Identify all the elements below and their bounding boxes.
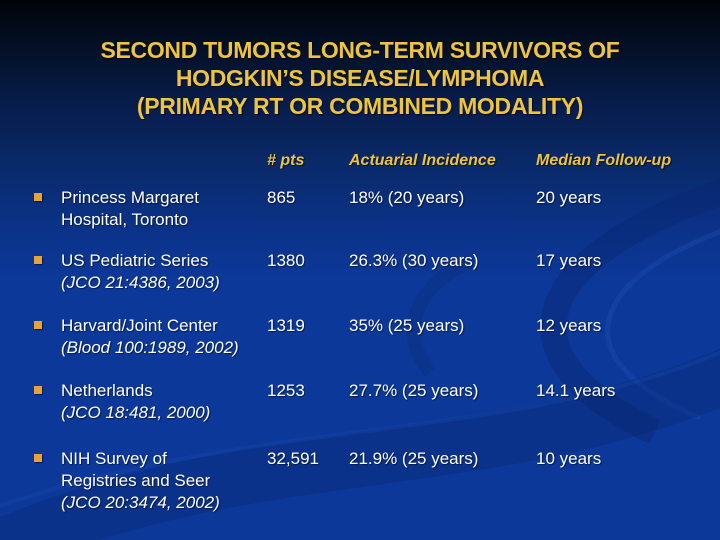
- study-name-line: Hospital, Toronto: [61, 210, 189, 229]
- study-name-line: Registries and Seer: [61, 471, 211, 490]
- header-median-followup: Median Follow-up: [536, 152, 672, 169]
- study-name-cell: Harvard/Joint Center (Blood 100:1989, 20…: [61, 315, 261, 359]
- title-line-3: (PRIMARY RT OR COMBINED MODALITY): [136, 93, 584, 119]
- bullet-square-icon: [34, 193, 42, 201]
- study-name-line: NIH Survey of: [61, 449, 167, 468]
- study-name-line: US Pediatric Series: [61, 251, 209, 270]
- study-name-cell: Netherlands (JCO 18:481, 2000): [61, 380, 261, 424]
- bullet-square-icon: [34, 256, 42, 264]
- study-name-line: Princess Margaret: [61, 188, 199, 207]
- incidence-value: 26.3% (30 years): [349, 251, 479, 270]
- study-name-cell: US Pediatric Series (JCO 21:4386, 2003): [61, 250, 261, 294]
- study-citation: (JCO 18:481, 2000): [61, 403, 211, 422]
- bullet-square-icon: [34, 321, 42, 329]
- study-citation: (Blood 100:1989, 2002): [61, 338, 239, 357]
- followup-value: 12 years: [536, 316, 602, 335]
- slide-title: SECOND TUMORS LONG-TERM SURVIVORS OF HOD…: [30, 36, 690, 120]
- bullet-square-icon: [34, 386, 42, 394]
- pts-value: 865: [267, 188, 296, 207]
- header-num-pts: # pts: [267, 152, 305, 169]
- incidence-value: 35% (25 years): [349, 316, 465, 335]
- followup-value: 20 years: [536, 188, 602, 207]
- followup-value: 10 years: [536, 449, 602, 468]
- pts-value: 1319: [267, 316, 305, 335]
- study-name-cell: Princess Margaret Hospital, Toronto: [61, 187, 261, 231]
- study-citation: (JCO 20:3474, 2002): [61, 493, 220, 512]
- title-line-2: HODGKIN’S DISEASE/LYMPHOMA: [175, 65, 545, 91]
- header-actuarial-incidence: Actuarial Incidence: [349, 152, 496, 169]
- followup-value: 17 years: [536, 251, 602, 270]
- bullet-square-icon: [34, 454, 42, 462]
- study-name-line: Harvard/Joint Center: [61, 316, 218, 335]
- pts-value: 1380: [267, 251, 305, 270]
- incidence-value: 18% (20 years): [349, 188, 465, 207]
- incidence-value: 27.7% (25 years): [349, 381, 479, 400]
- title-line-1: SECOND TUMORS LONG-TERM SURVIVORS OF: [100, 37, 620, 63]
- study-citation: (JCO 21:4386, 2003): [61, 273, 220, 292]
- study-name-cell: NIH Survey of Registries and Seer (JCO 2…: [61, 448, 261, 514]
- followup-value: 14.1 years: [536, 381, 616, 400]
- pts-value: 32,591: [267, 449, 319, 468]
- study-name-line: Netherlands: [61, 381, 153, 400]
- incidence-value: 21.9% (25 years): [349, 449, 479, 468]
- pts-value: 1253: [267, 381, 305, 400]
